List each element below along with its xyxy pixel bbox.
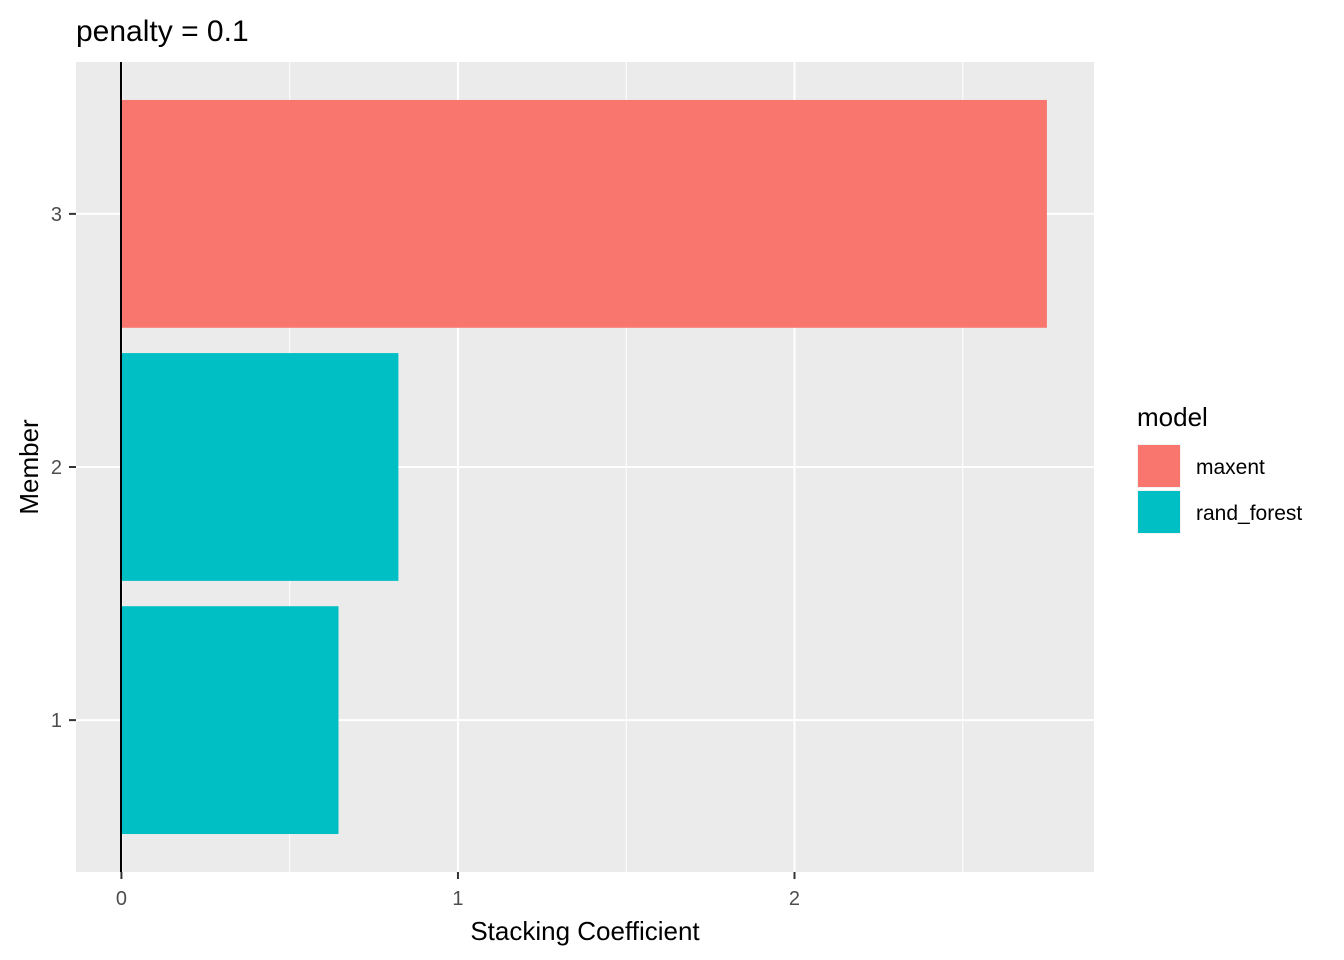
x-tick-label: 1 xyxy=(452,888,463,910)
legend-title: model xyxy=(1137,402,1208,432)
y-tick-label: 1 xyxy=(51,710,62,732)
bar-member-1 xyxy=(121,606,339,835)
x-tick-label: 2 xyxy=(789,888,800,910)
legend-swatch-rand_forest xyxy=(1138,491,1180,533)
y-axis: 1 2 3 xyxy=(51,204,76,732)
y-tick-label: 2 xyxy=(51,457,62,479)
y-axis-title: Member xyxy=(14,419,44,515)
x-tick-label: 0 xyxy=(116,888,127,910)
chart-title: penalty = 0.1 xyxy=(76,15,249,48)
y-tick-label: 3 xyxy=(51,204,62,226)
x-axis: 0 1 2 xyxy=(116,872,800,910)
legend-label-maxent: maxent xyxy=(1196,456,1265,479)
bar-member-2 xyxy=(121,353,399,581)
bars xyxy=(121,99,1047,835)
legend: model maxent rand_forest xyxy=(1137,402,1302,534)
x-axis-title: Stacking Coefficient xyxy=(470,916,700,946)
legend-label-rand_forest: rand_forest xyxy=(1196,502,1302,525)
bar-member-3 xyxy=(121,99,1047,328)
legend-swatch-maxent xyxy=(1138,445,1180,487)
